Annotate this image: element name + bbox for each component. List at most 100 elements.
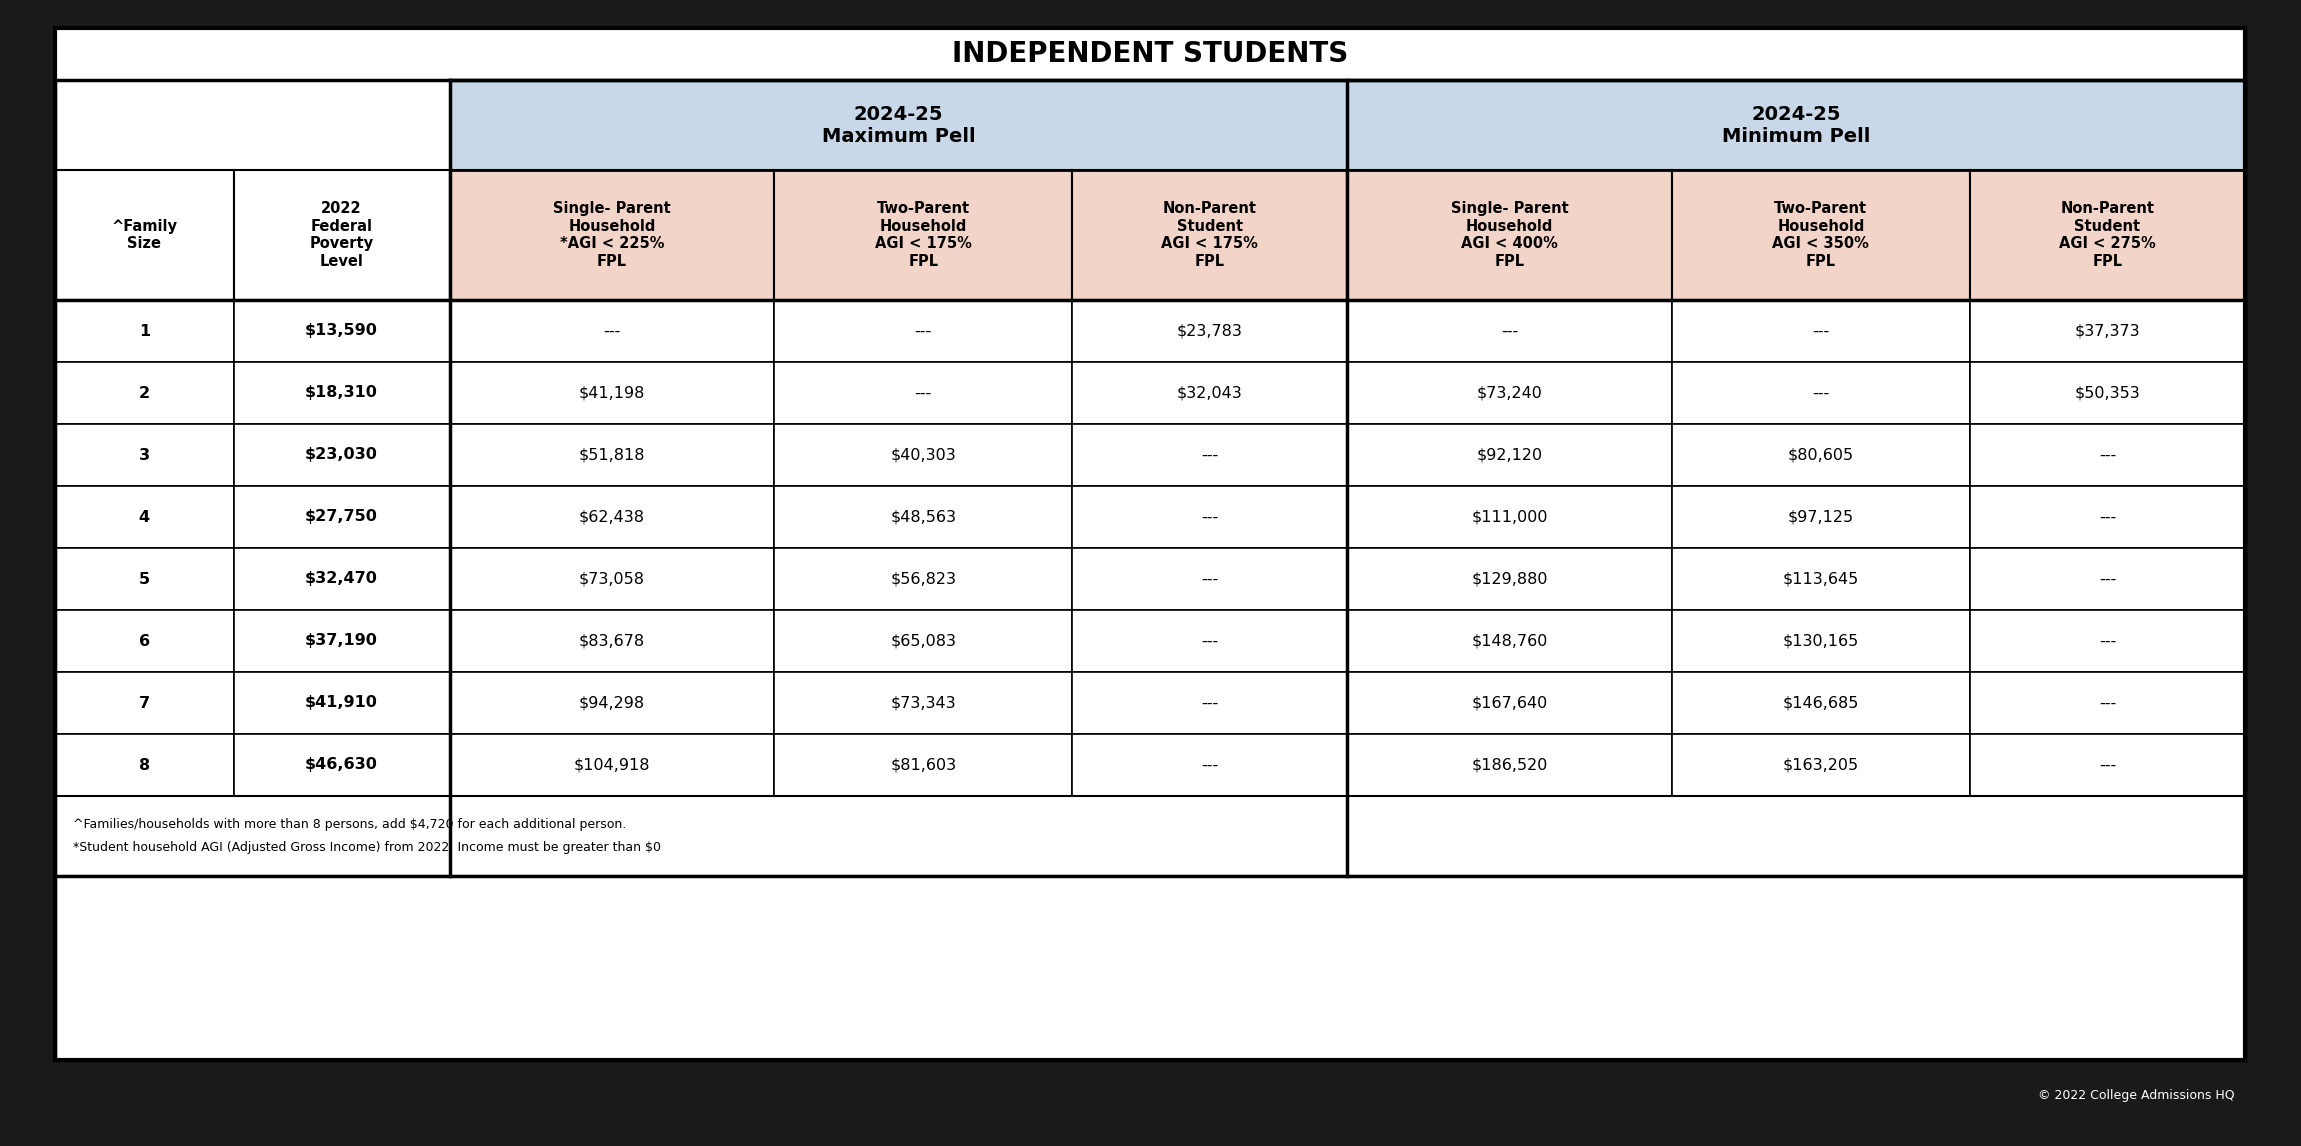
Bar [1671,733,1970,796]
Bar [1970,548,2246,610]
Bar [1671,170,1970,300]
Bar [235,486,449,548]
Bar [55,672,235,733]
Bar [55,300,235,362]
Text: $51,818: $51,818 [578,447,644,463]
Text: $94,298: $94,298 [580,696,644,711]
Bar [235,610,449,672]
Text: $111,000: $111,000 [1470,510,1549,525]
Text: $73,343: $73,343 [890,696,955,711]
Text: ---: --- [913,323,932,338]
Text: $148,760: $148,760 [1470,634,1549,649]
Text: ---: --- [603,323,621,338]
Bar [773,170,1072,300]
Bar [235,300,449,362]
Text: $40,303: $40,303 [890,447,957,463]
Bar [1970,424,2246,486]
Text: ---: --- [2099,447,2117,463]
Text: 6: 6 [138,634,150,649]
Bar [235,548,449,610]
Text: $50,353: $50,353 [2076,385,2140,400]
Text: Two-Parent
Household
AGI < 175%
FPL: Two-Parent Household AGI < 175% FPL [874,202,971,268]
Text: 3: 3 [138,447,150,463]
Bar [55,170,235,300]
Bar [449,80,1348,170]
Text: $97,125: $97,125 [1788,510,1855,525]
Bar [773,548,1072,610]
Text: $163,205: $163,205 [1783,758,1859,772]
Bar [55,796,2246,876]
Text: $146,685: $146,685 [1783,696,1859,711]
Text: $65,083: $65,083 [890,634,957,649]
Text: ---: --- [913,385,932,400]
Text: $186,520: $186,520 [1470,758,1549,772]
Bar [1072,610,1348,672]
Text: ---: --- [1201,510,1220,525]
Bar [1072,424,1348,486]
Bar [1348,548,1671,610]
Bar [1970,610,2246,672]
Text: $23,783: $23,783 [1178,323,1243,338]
Text: Single- Parent
Household
AGI < 400%
FPL: Single- Parent Household AGI < 400% FPL [1450,202,1569,268]
Text: ---: --- [1201,696,1220,711]
Text: ---: --- [1813,323,1829,338]
Text: Non-Parent
Student
AGI < 275%
FPL: Non-Parent Student AGI < 275% FPL [2059,202,2156,268]
Bar [235,672,449,733]
Bar [773,424,1072,486]
Bar [1970,486,2246,548]
Bar [1348,486,1671,548]
Bar [1072,170,1348,300]
Text: 2: 2 [138,385,150,400]
Bar [773,733,1072,796]
Bar [773,300,1072,362]
Text: © 2022 College Admissions HQ: © 2022 College Admissions HQ [2039,1089,2234,1101]
Text: ---: --- [1201,447,1220,463]
Bar [773,672,1072,733]
Text: $81,603: $81,603 [890,758,957,772]
Text: $129,880: $129,880 [1470,572,1549,587]
Bar [235,424,449,486]
Bar [1970,170,2246,300]
Text: ---: --- [2099,572,2117,587]
Bar [449,672,773,733]
Bar [1348,733,1671,796]
Text: $23,030: $23,030 [306,447,377,463]
Text: $37,190: $37,190 [306,634,377,649]
Bar [1671,300,1970,362]
Text: $13,590: $13,590 [306,323,377,338]
Bar [1671,486,1970,548]
Text: 2024-25
Maximum Pell: 2024-25 Maximum Pell [821,104,976,146]
Text: $130,165: $130,165 [1783,634,1859,649]
Text: $73,240: $73,240 [1477,385,1542,400]
Bar [449,733,773,796]
Bar [55,733,235,796]
Bar [1072,486,1348,548]
Bar [1970,300,2246,362]
Text: 1: 1 [138,323,150,338]
Bar [1348,80,2246,170]
Bar [1671,362,1970,424]
Text: $62,438: $62,438 [580,510,644,525]
Bar [449,424,773,486]
Text: $41,198: $41,198 [580,385,644,400]
Text: $83,678: $83,678 [580,634,644,649]
Bar [1970,672,2246,733]
Bar [1348,362,1671,424]
Text: ---: --- [1201,572,1220,587]
Text: ---: --- [2099,758,2117,772]
Text: ---: --- [2099,696,2117,711]
Bar [1072,362,1348,424]
Bar [773,486,1072,548]
Text: $73,058: $73,058 [580,572,644,587]
Text: INDEPENDENT STUDENTS: INDEPENDENT STUDENTS [953,40,1348,68]
Bar [1348,170,1671,300]
Bar [235,733,449,796]
Bar [55,80,2246,876]
Text: $104,918: $104,918 [573,758,651,772]
Bar [1970,733,2246,796]
Bar [1348,610,1671,672]
Text: $80,605: $80,605 [1788,447,1855,463]
Text: $27,750: $27,750 [306,510,377,525]
Text: 7: 7 [138,696,150,711]
Text: ---: --- [1201,758,1220,772]
